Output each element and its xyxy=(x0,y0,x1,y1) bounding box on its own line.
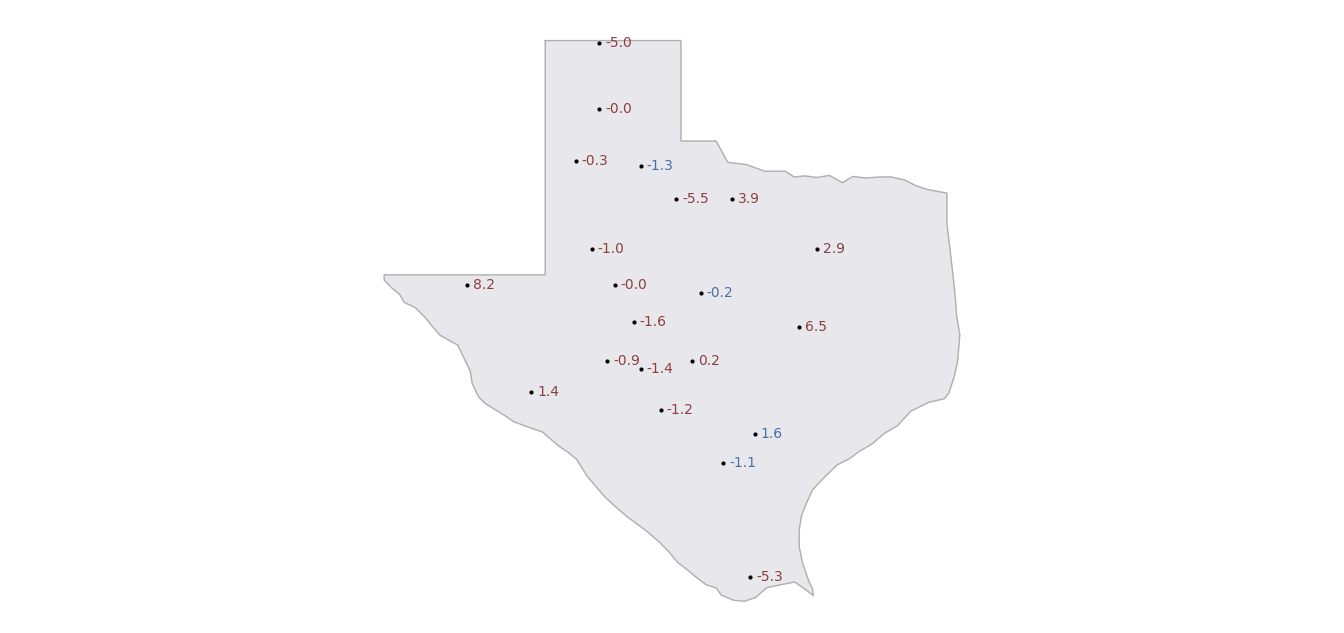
Text: 1.6: 1.6 xyxy=(761,427,782,441)
Text: -5.0: -5.0 xyxy=(605,36,632,50)
Text: 2.9: 2.9 xyxy=(823,242,845,256)
Text: -0.0: -0.0 xyxy=(605,103,632,116)
Polygon shape xyxy=(384,41,960,601)
Text: 1.4: 1.4 xyxy=(538,385,559,399)
Text: -1.2: -1.2 xyxy=(667,403,694,417)
Text: 6.5: 6.5 xyxy=(805,320,827,334)
Text: -0.9: -0.9 xyxy=(613,354,640,368)
Text: 8.2: 8.2 xyxy=(473,279,495,292)
Text: -5.5: -5.5 xyxy=(683,192,710,206)
Text: -0.0: -0.0 xyxy=(621,279,648,292)
Text: 0.2: 0.2 xyxy=(698,354,720,368)
Text: -1.1: -1.1 xyxy=(728,456,757,470)
Text: -5.3: -5.3 xyxy=(755,570,782,584)
Text: -1.4: -1.4 xyxy=(646,361,673,375)
Text: -1.6: -1.6 xyxy=(640,315,667,329)
Text: -0.2: -0.2 xyxy=(707,286,734,300)
Text: -1.0: -1.0 xyxy=(598,242,625,256)
Text: 3.9: 3.9 xyxy=(738,192,761,206)
Text: -0.3: -0.3 xyxy=(582,154,609,168)
Text: -1.3: -1.3 xyxy=(646,158,673,173)
